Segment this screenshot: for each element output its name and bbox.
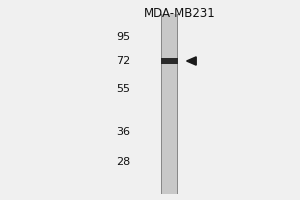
Text: 55: 55 — [116, 84, 130, 94]
Polygon shape — [187, 57, 196, 65]
Bar — [161, 14, 178, 194]
Bar — [177, 14, 178, 194]
Text: 72: 72 — [116, 56, 130, 66]
Bar — [161, 58, 178, 64]
Bar — [161, 14, 162, 194]
Text: MDA-MB231: MDA-MB231 — [144, 7, 216, 20]
Text: 95: 95 — [116, 32, 130, 42]
Text: 36: 36 — [116, 127, 130, 137]
Text: 28: 28 — [116, 157, 130, 167]
